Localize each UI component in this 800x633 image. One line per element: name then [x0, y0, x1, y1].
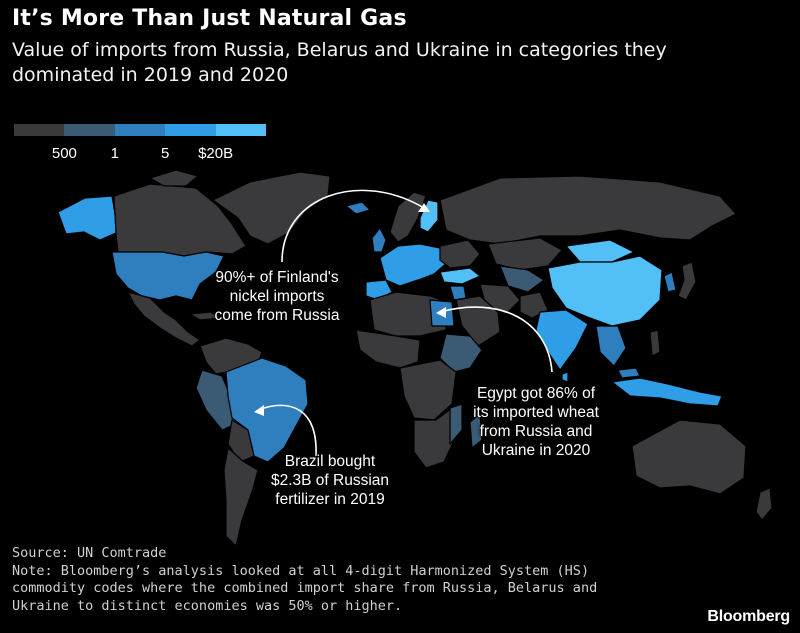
brazil-annotation: Brazil bought $2.3B of Russian fertilize… — [250, 452, 410, 509]
egypt-annotation: Egypt got 86% of its imported wheat from… — [460, 384, 612, 460]
region-russia — [439, 175, 737, 245]
annotation-line: from Russia and — [479, 423, 593, 440]
region-western-europe — [379, 243, 449, 287]
finland-arrowhead-icon — [418, 203, 430, 212]
brazil-arrow — [257, 404, 317, 457]
annotation-line: fertilizer in 2019 — [275, 491, 385, 508]
region-malaysia — [617, 367, 641, 379]
region-philippines — [649, 329, 661, 357]
region-usa — [111, 251, 225, 301]
legend-swatch-4 — [165, 124, 216, 136]
source-text: Source: UN Comtrade — [12, 545, 167, 561]
region-korea — [663, 271, 677, 293]
region-iceland — [345, 201, 371, 215]
region-brazil — [225, 357, 309, 463]
color-legend: 500 1 5 $20B — [14, 124, 267, 169]
region-greenland — [212, 171, 331, 245]
legend-tick-label: $20B — [198, 145, 234, 162]
region-turkey — [439, 267, 481, 285]
annotation-line: 90%+ of Finland's — [215, 269, 339, 286]
region-central-africa — [399, 359, 457, 421]
brazil-arrowhead-icon — [254, 405, 264, 416]
region-kazakhstan — [487, 237, 563, 271]
region-new-zealand — [755, 487, 773, 521]
legend-swatch-2 — [64, 124, 115, 136]
region-india — [535, 309, 589, 371]
region-southern-africa — [413, 407, 457, 469]
region-sri-lanka — [561, 371, 569, 383]
region-argentina — [223, 447, 259, 547]
annotation-line: come from Russia — [214, 307, 340, 324]
bloomberg-logo: Bloomberg — [707, 608, 790, 625]
region-levant — [449, 285, 467, 301]
egypt-arrowhead-icon — [436, 307, 446, 318]
annotation-line: Brazil bought — [284, 453, 376, 470]
annotation-line: Egypt got 86% of — [476, 385, 596, 402]
legend-swatch-5 — [215, 124, 267, 136]
region-uk — [371, 227, 387, 253]
region-eastern-europe — [439, 239, 481, 269]
egypt-arrow — [439, 306, 553, 373]
legend-tick-label: 500 — [51, 145, 77, 162]
region-central-asia — [499, 265, 545, 293]
region-madagascar — [469, 413, 483, 449]
annotation-line: nickel imports — [229, 288, 325, 305]
region-alaska — [57, 195, 119, 241]
legend-swatch-1 — [14, 124, 65, 136]
annotation-line: its imported wheat — [473, 404, 599, 421]
finland-arrow — [281, 189, 425, 263]
annotation-line: Ukraine in 2020 — [481, 442, 591, 459]
chart-title: It’s More Than Just Natural Gas — [12, 6, 407, 31]
annotation-line: $2.3B of Russian — [270, 472, 390, 489]
region-mongolia — [565, 239, 635, 263]
region-west-africa — [355, 329, 421, 369]
finland-annotation: 90%+ of Finland's nickel imports come fr… — [196, 268, 358, 325]
legend-color-bar — [14, 124, 267, 136]
legend-tick-label: 1 — [110, 145, 119, 162]
note-text: Note: Bloomberg’s analysis looked at all… — [12, 562, 598, 614]
region-japan — [677, 261, 697, 301]
region-australia — [631, 419, 747, 495]
legend-tick-label: 5 — [161, 145, 170, 162]
region-mexico — [127, 291, 201, 347]
region-peru — [195, 369, 237, 431]
legend-swatch-3 — [114, 124, 166, 136]
region-north-africa — [369, 291, 447, 337]
region-bolivia — [227, 419, 255, 463]
region-indochina — [595, 325, 627, 367]
region-arctic-islands — [149, 169, 199, 187]
chart-subtitle: Value of imports from Russia, Belarus an… — [12, 39, 667, 86]
region-east-africa — [439, 333, 483, 373]
region-china — [547, 255, 663, 327]
region-indonesia — [611, 377, 723, 407]
region-cuba — [189, 311, 223, 321]
footer-notes: Source: UN Comtrade Note: Bloomberg’s an… — [12, 545, 652, 615]
region-mozambique — [449, 403, 463, 445]
